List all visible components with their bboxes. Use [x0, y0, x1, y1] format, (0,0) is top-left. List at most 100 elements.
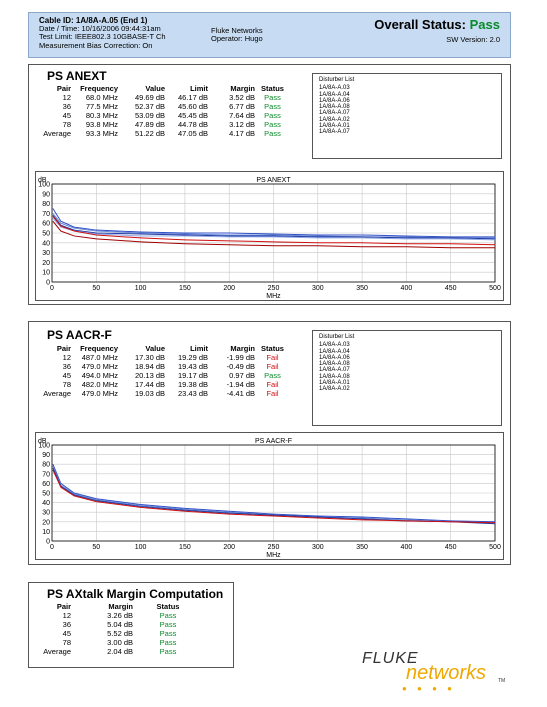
disturber-item: 1A/8A-A.02: [319, 386, 350, 393]
table-cell: Fail: [266, 362, 279, 371]
y-tick-label: 80: [42, 462, 50, 469]
series-line-1: [52, 208, 495, 238]
column-header: Value: [145, 84, 165, 93]
column-header: Limit: [190, 344, 208, 353]
table-cell: -1.94 dB: [226, 380, 255, 389]
table-cell: 7.64 dB: [229, 111, 255, 120]
logo-dots: ● ● ● ●: [402, 684, 456, 693]
table-cell: 78: [62, 638, 71, 647]
x-tick-label: 50: [92, 544, 100, 551]
x-tick-label: 400: [401, 544, 413, 551]
table-row: Average 479.0 MHz 19.03 dB 23.43 dB -4.41 dB…: [33, 389, 290, 398]
table-cell: 93.3 MHz: [85, 129, 118, 138]
logo-networks-text: networks: [406, 662, 487, 684]
table-cell: Pass: [264, 371, 281, 380]
axtalk-table: Pair Margin Status 12 3.26 dB Pass 36 5.04 dB Pa…: [33, 602, 203, 656]
overall-status-value: Pass: [469, 17, 500, 32]
disturber-item: 1A/8A-A.02: [319, 116, 350, 123]
table-row: 45 5.52 dB Pass: [33, 629, 203, 638]
column-header: Margin: [230, 344, 255, 353]
table-cell: 78: [62, 380, 71, 389]
table-cell: 494.0 MHz: [81, 371, 118, 380]
aacrf-disturber-list: Disturber List 1A/8A-A.03 1A/8A-A.04 1A/8A…: [312, 330, 502, 426]
table-row: 12 487.0 MHz 17.30 dB 19.29 dB -1.99 dB Fail: [33, 353, 290, 362]
y-tick-label: 90: [42, 452, 50, 459]
table-header-row: Pair Frequency Value Limit Margin Status: [33, 84, 290, 93]
table-cell: 3.00 dB: [107, 638, 133, 647]
table-cell: 47.05 dB: [177, 129, 208, 138]
anext-section: PS ANEXT Pair Frequency Value Limit Margin St…: [28, 64, 511, 305]
table-cell: 479.0 MHz: [81, 362, 118, 371]
disturber-item: 1A/8A-A.08: [319, 361, 350, 368]
anext-disturber-items: 1A/8A-A.03 1A/8A-A.04 1A/8A-A.06 1A/8A-A.08…: [319, 85, 495, 135]
series-line-5: [52, 216, 496, 246]
bias-correction: Measurement Bias Correction: On: [39, 40, 153, 50]
series-line-3: [52, 467, 496, 525]
column-header: Margin: [108, 602, 133, 611]
table-cell: -1.99 dB: [226, 353, 255, 362]
x-tick-label: 450: [445, 544, 457, 551]
series-line-2: [52, 213, 495, 239]
table-cell: 3.52 dB: [229, 93, 255, 102]
table-cell: 12: [62, 611, 71, 620]
table-cell: Pass: [159, 638, 177, 647]
table-cell: 18.94 dB: [134, 362, 165, 371]
table-row: 45 80.3 MHz 53.09 dB 45.45 dB 7.64 dB Pass: [33, 111, 290, 120]
table-cell: Average: [43, 647, 71, 656]
disturber-item: 1A/8A-A.01: [319, 380, 350, 387]
chart-title: PS ANEXT: [256, 177, 291, 184]
table-cell: Pass: [159, 620, 177, 629]
y-axis-label: dB: [38, 438, 47, 445]
column-header: Margin: [230, 84, 255, 93]
overall-status-label: Overall Status:: [374, 17, 466, 32]
table-cell: Pass: [159, 629, 177, 638]
series-line-3: [52, 215, 496, 240]
test-limit: Test Limit: IEEE802.3 10GBASE-T Ch: [39, 32, 166, 42]
table-cell: Average: [43, 129, 71, 138]
table-cell: 45.45 dB: [177, 111, 208, 120]
table-cell: -0.49 dB: [226, 362, 255, 371]
series-line-2: [52, 465, 496, 524]
table-cell: 482.0 MHz: [81, 380, 118, 389]
table-cell: 36: [62, 362, 71, 371]
column-header: Pair: [56, 84, 71, 93]
operator: Operator: Hugo: [211, 34, 263, 44]
table-cell: 12: [62, 93, 71, 102]
table-cell: 51.22 dB: [134, 129, 165, 138]
table-cell: 77.5 MHz: [85, 102, 118, 111]
table-row: Average 2.04 dB Pass: [33, 647, 203, 656]
table-cell: Average: [43, 389, 71, 398]
anext-chart-box: PS ANEXT dB 0 10 20 30 40 50 60 70 80 90 100 0 50 100 15…: [35, 171, 504, 301]
disturber-item: 1A/8A-A.08: [319, 104, 350, 111]
table-cell: 4.17 dB: [229, 129, 255, 138]
column-header: Frequency: [80, 344, 118, 353]
y-tick-label: 60: [42, 481, 50, 488]
column-header: Pair: [56, 602, 71, 611]
table-cell: 487.0 MHz: [81, 353, 118, 362]
table-cell: Pass: [264, 93, 281, 102]
header-middle: Fluke Networks Operator: Hugo: [211, 26, 263, 44]
table-cell: Pass: [159, 611, 177, 620]
table-cell: 17.44 dB: [134, 380, 165, 389]
x-tick-label: 500: [489, 285, 501, 292]
table-cell: 52.37 dB: [134, 102, 165, 111]
x-tick-label: 400: [401, 285, 413, 292]
x-tick-label: 0: [50, 285, 54, 292]
table-cell: 19.43 dB: [177, 362, 208, 371]
sw-version: SW Version: 2.0: [446, 35, 500, 44]
disturber-item: 1A/8A-A.04: [319, 91, 350, 98]
header-left: Cable ID: 1A/8A-A.05 (End 1) Date / Time…: [39, 16, 166, 50]
x-tick-label: 350: [356, 285, 368, 292]
aacrf-disturber-title: Disturber List: [319, 334, 355, 340]
aacrf-chart-box: PS AACR-F dB 0 10 20 30 40 50 60 70 80 90 100 0 50 100 1…: [35, 432, 504, 560]
column-header: Status: [261, 84, 284, 93]
table-cell: Pass: [264, 129, 281, 138]
anext-table: Pair Frequency Value Limit Margin Status 12 68.…: [33, 84, 290, 138]
anext-title: PS ANEXT: [47, 69, 107, 83]
y-tick-label: 100: [38, 182, 50, 189]
column-header: Status: [261, 344, 284, 353]
table-header-row: Pair Frequency Value Limit Margin Status: [33, 344, 290, 353]
table-cell: 78: [62, 120, 71, 129]
table-cell: 36: [62, 102, 71, 111]
table-cell: 5.52 dB: [107, 629, 133, 638]
